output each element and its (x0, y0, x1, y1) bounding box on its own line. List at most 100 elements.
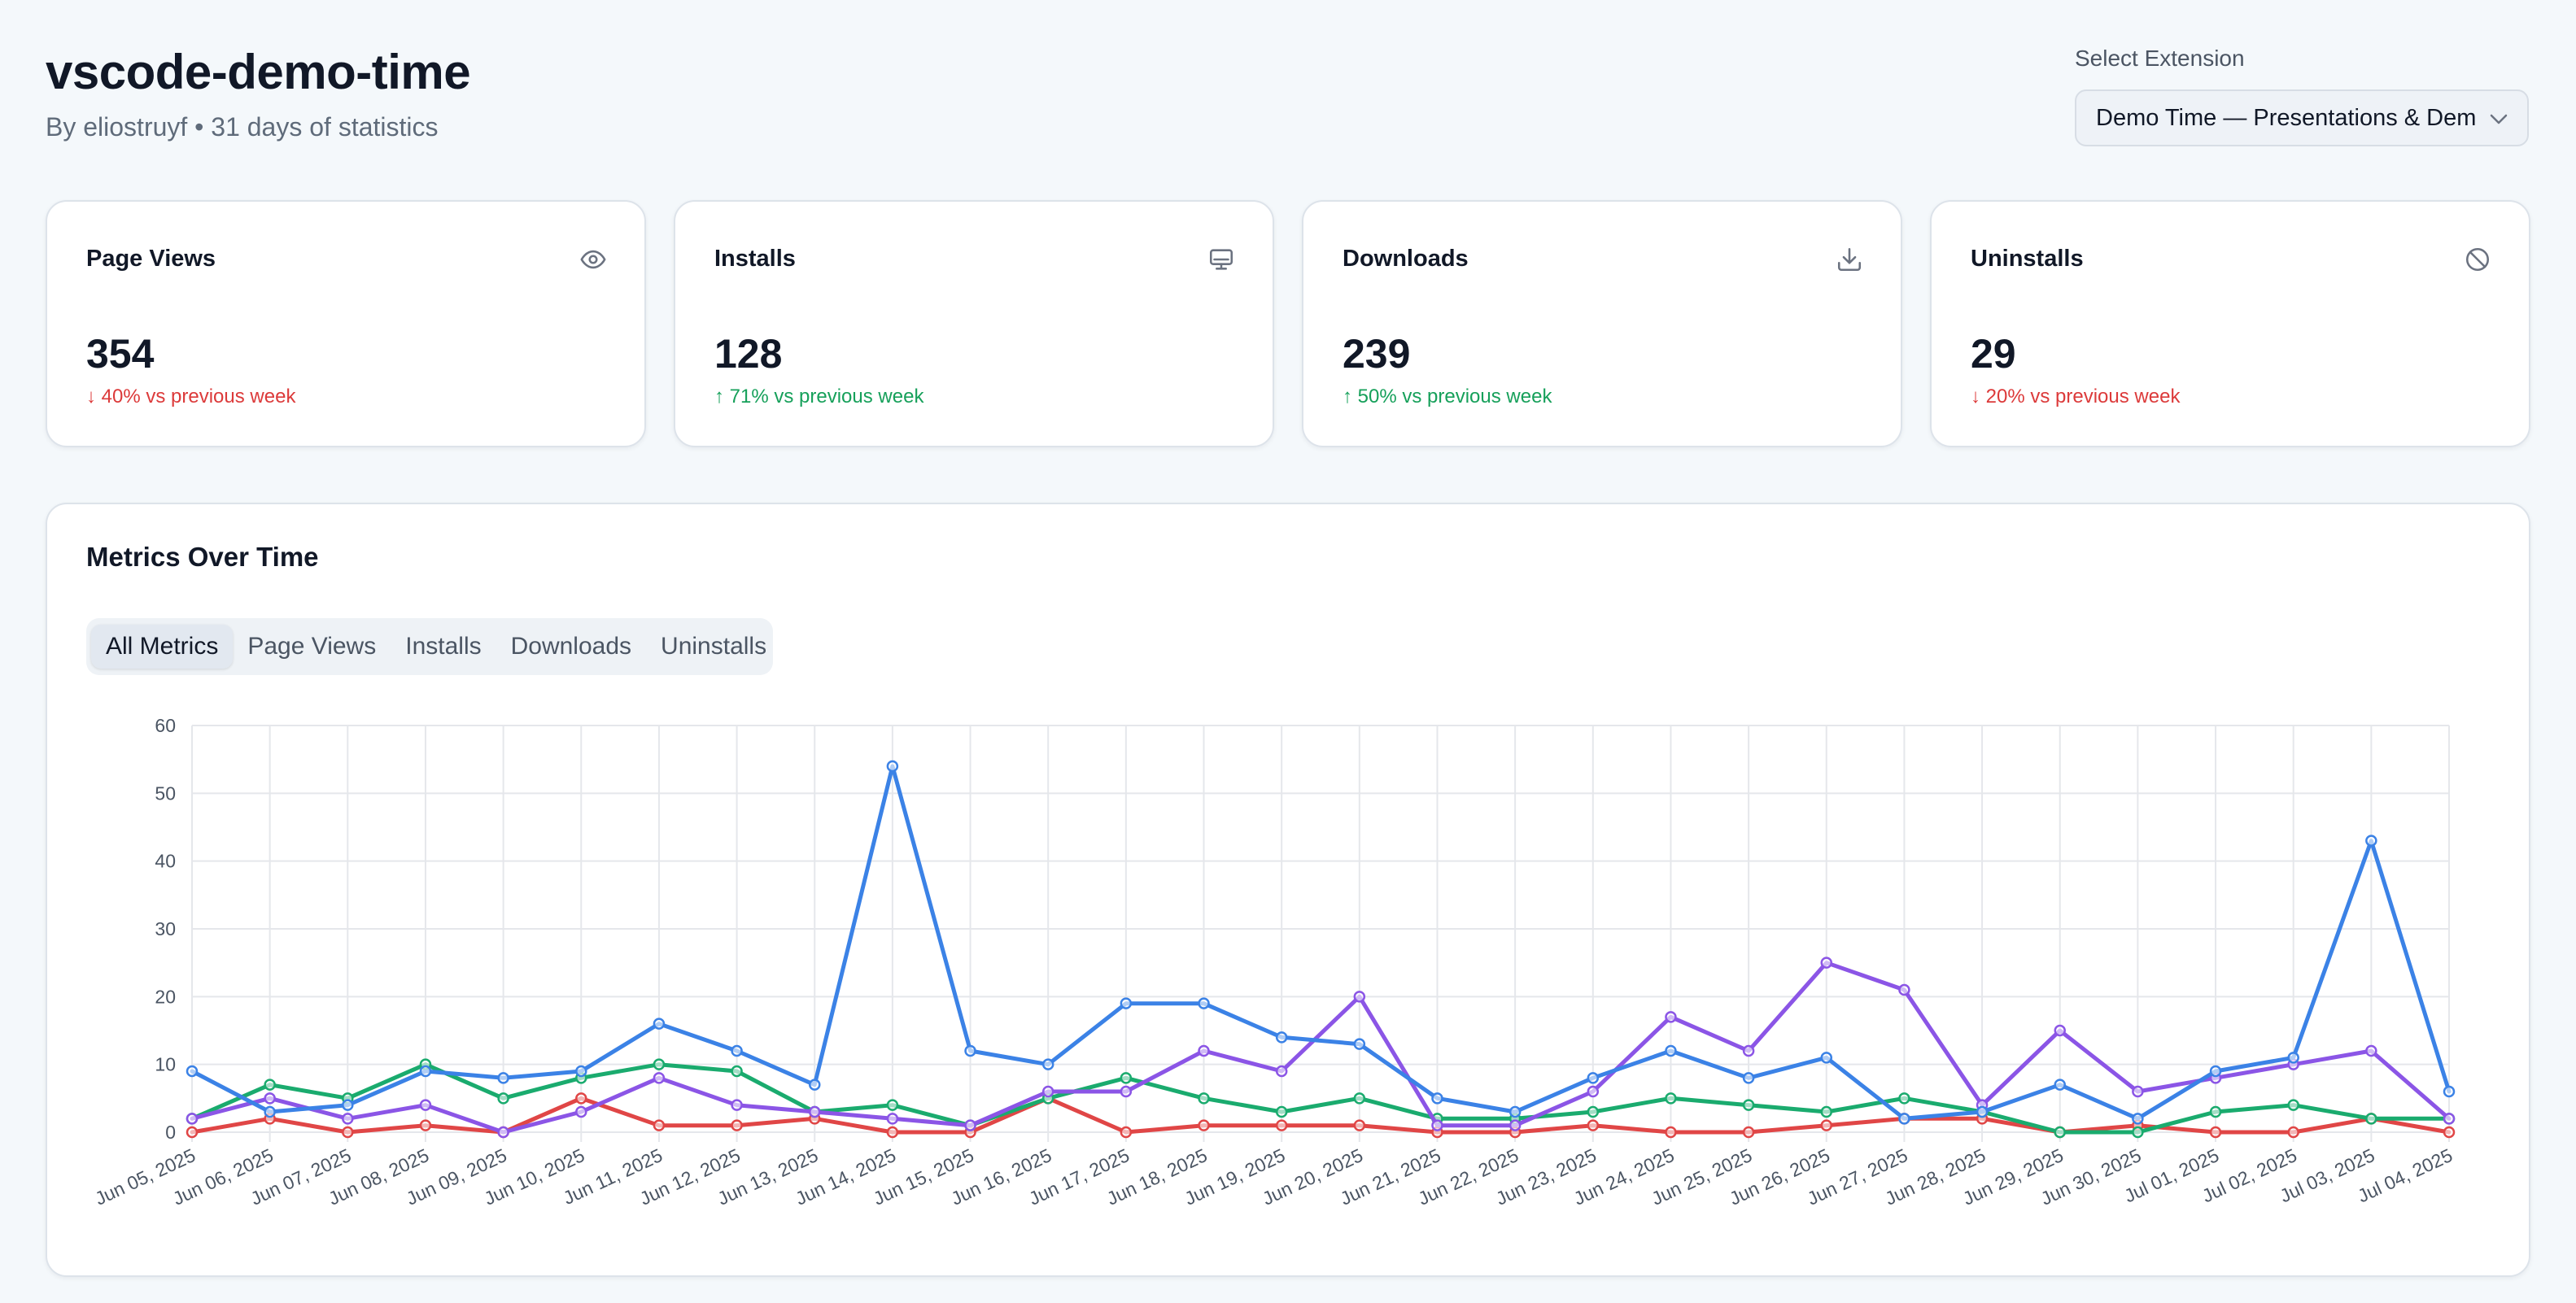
data-point-downloads (2365, 1113, 2377, 1125)
data-point-downloads (1820, 1105, 1833, 1118)
y-tick-label: 20 (155, 986, 176, 1007)
stat-card-title: Installs (714, 246, 796, 272)
stat-card-page-views: Page Views 354 ↓ 40% vs previous week (46, 200, 646, 447)
data-point-page-views (1820, 1052, 1833, 1064)
data-point-page-views (186, 1065, 199, 1078)
data-point-installs (731, 1099, 743, 1111)
stat-card-uninstalls: Uninstalls 29 ↓ 20% vs previous week (1930, 200, 2530, 447)
data-point-uninstalls (2443, 1126, 2456, 1139)
data-point-page-views (1198, 997, 1210, 1009)
data-point-page-views (2443, 1085, 2456, 1098)
data-point-page-views (1041, 1058, 1054, 1070)
data-point-installs (1898, 983, 1910, 996)
data-point-uninstalls (419, 1119, 432, 1131)
data-point-uninstalls (731, 1119, 743, 1131)
data-point-page-views (342, 1099, 354, 1111)
data-point-page-views (808, 1079, 821, 1091)
data-point-page-views (2209, 1065, 2222, 1078)
stat-card-installs: Installs 128 ↑ 71% vs previous week (674, 200, 1274, 447)
data-point-page-views (2365, 835, 2377, 847)
data-point-installs (419, 1099, 432, 1111)
stat-card-value: 128 (714, 331, 783, 377)
data-point-downloads (1898, 1092, 1910, 1105)
data-point-downloads (1275, 1105, 1288, 1118)
tab-installs[interactable]: Installs (405, 633, 482, 660)
data-point-uninstalls (653, 1119, 666, 1131)
stat-card-downloads: Downloads 239 ↑ 50% vs previous week (1302, 200, 1902, 447)
data-point-installs (1353, 991, 1366, 1003)
data-point-uninstalls (1353, 1119, 1366, 1131)
stat-card-title: Page Views (86, 246, 216, 272)
data-point-page-views (497, 1072, 509, 1084)
y-tick-label: 50 (155, 782, 176, 804)
data-point-downloads (1198, 1092, 1210, 1105)
data-point-installs (964, 1119, 976, 1131)
data-point-uninstalls (575, 1092, 587, 1105)
data-point-installs (2132, 1085, 2144, 1098)
data-point-uninstalls (1820, 1119, 1833, 1131)
data-point-installs (342, 1113, 354, 1125)
extension-select[interactable]: Demo Time — Presentations & Demos (2075, 89, 2529, 146)
eye-icon (579, 246, 607, 273)
stat-card-delta: ↓ 40% vs previous week (86, 386, 296, 407)
stat-card-title: Uninstalls (1971, 246, 2084, 272)
data-point-downloads (1742, 1099, 1755, 1111)
data-point-page-views (886, 760, 899, 773)
download-icon (1836, 246, 1863, 273)
tab-uninstalls[interactable]: Uninstalls (661, 633, 767, 660)
data-point-installs (264, 1092, 276, 1105)
data-point-installs (1820, 957, 1833, 969)
data-point-installs (1198, 1044, 1210, 1057)
stat-card-title: Downloads (1343, 246, 1469, 272)
data-point-installs (1041, 1085, 1054, 1098)
page-title: vscode-demo-time (46, 45, 471, 99)
data-point-page-views (2054, 1079, 2066, 1091)
data-point-downloads (2132, 1126, 2144, 1139)
series-line-installs (190, 961, 2452, 1135)
data-point-downloads (264, 1079, 276, 1091)
data-point-page-views (575, 1065, 587, 1078)
data-point-downloads (1587, 1105, 1600, 1118)
metrics-over-time-panel: Metrics Over Time All Metrics Page Views… (46, 503, 2530, 1277)
panel-title: Metrics Over Time (86, 542, 319, 572)
stat-card-delta: ↓ 20% vs previous week (1971, 386, 2181, 407)
monitor-icon (1207, 246, 1235, 273)
data-point-installs (1587, 1085, 1600, 1098)
data-point-installs (1742, 1044, 1755, 1057)
data-point-page-views (1665, 1044, 1677, 1057)
stat-card-value: 354 (86, 331, 155, 377)
data-point-installs (2365, 1044, 2377, 1057)
data-point-installs (1275, 1065, 1288, 1078)
y-tick-label: 30 (155, 918, 176, 939)
data-point-uninstalls (342, 1126, 354, 1139)
tab-downloads[interactable]: Downloads (510, 633, 632, 660)
page-subtitle: By eliostruyf • 31 days of statistics (46, 112, 439, 142)
series-line-page-views (190, 764, 2452, 1121)
data-point-downloads (497, 1092, 509, 1105)
data-point-installs (2054, 1024, 2066, 1037)
data-point-page-views (2287, 1052, 2299, 1064)
data-point-installs (808, 1105, 821, 1118)
data-point-uninstalls (1120, 1126, 1133, 1139)
data-point-page-views (1120, 997, 1133, 1009)
data-point-downloads (653, 1058, 666, 1070)
data-point-installs (1120, 1085, 1133, 1098)
tab-page-views[interactable]: Page Views (247, 633, 377, 660)
stat-card-value: 239 (1343, 331, 1411, 377)
data-point-downloads (886, 1099, 899, 1111)
tab-all-metrics[interactable]: All Metrics (91, 625, 234, 669)
data-point-uninstalls (1275, 1119, 1288, 1131)
data-point-downloads (2209, 1105, 2222, 1118)
data-point-uninstalls (2287, 1126, 2299, 1139)
y-tick-label: 10 (155, 1054, 176, 1075)
data-point-downloads (1353, 1092, 1366, 1105)
data-point-page-views (731, 1044, 743, 1057)
extension-select-value: Demo Time — Presentations & Demos (2096, 104, 2475, 131)
data-point-page-views (1353, 1038, 1366, 1050)
chevron-down-icon (2475, 106, 2508, 131)
data-point-installs (1431, 1119, 1443, 1131)
data-point-uninstalls (1742, 1126, 1755, 1139)
data-point-installs (1665, 1011, 1677, 1023)
data-point-page-views (1898, 1113, 1910, 1125)
